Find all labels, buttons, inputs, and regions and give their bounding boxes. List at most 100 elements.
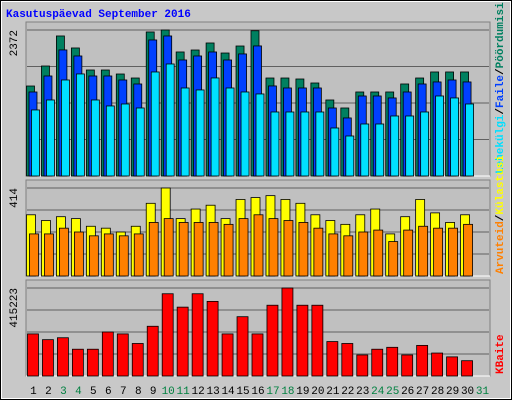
x-tick-label: 16 [251,386,264,398]
x-tick-label: 2 [45,386,52,398]
bar [251,333,264,377]
bar [373,229,384,277]
x-tick-label: 10 [162,386,175,398]
x-tick-label: 17 [266,386,279,398]
bar [268,218,279,277]
bar [341,343,354,377]
legend-separator: / [495,68,507,75]
bar [161,293,174,377]
x-tick-label: 8 [135,386,142,398]
x-tick-label: 19 [296,386,309,398]
x-tick-label: 7 [120,386,127,398]
bar [388,241,399,277]
legend-separator: / [495,214,507,221]
legend: KBaite [495,334,507,374]
legend-entry: KBaite [495,334,507,374]
x-tick-label: 30 [461,386,474,398]
bar [193,222,204,277]
x-tick-label: 31 [476,386,490,398]
bar [61,79,70,177]
bar [281,287,294,377]
bar [416,344,429,377]
x-tick-label: 5 [90,386,97,398]
y-tick-label: 415223 [9,288,21,328]
bar [176,306,189,377]
bar [296,304,309,377]
bar [390,115,400,177]
legend-entry: Külastusi [495,155,507,215]
bar [191,293,204,377]
bar [403,229,414,277]
x-tick-label: 14 [221,386,235,398]
bar [311,304,324,377]
bar [57,337,69,377]
bar [208,222,219,277]
bar [71,348,84,377]
bar [116,333,129,377]
bar [386,346,399,377]
bar [266,304,279,377]
bar [150,71,160,177]
bar [165,63,175,177]
x-tick-label: 22 [341,386,354,398]
bar [90,99,100,177]
bar [59,227,69,277]
bar [236,316,249,377]
bar [420,111,430,177]
bar [448,227,458,277]
bar [225,87,235,177]
bar [300,111,310,177]
bar [75,73,85,177]
bar [463,223,473,277]
bar [221,333,234,377]
bar [27,333,39,377]
bar [120,103,130,177]
bar [255,93,265,177]
bar [148,222,159,277]
legend-separator: / [495,108,507,115]
bar [178,222,189,277]
bar [435,95,445,177]
bar [315,111,325,177]
bar [29,233,39,277]
x-tick-label: 1 [30,386,37,398]
bar [461,360,473,377]
bar [431,352,444,377]
bar [44,233,54,277]
bar [133,233,144,277]
x-tick-label: 9 [150,386,157,398]
bar [283,220,294,277]
bar [446,356,458,377]
legend-entry: Lehekülgi [495,114,507,174]
bar [371,348,384,377]
bar [206,300,219,377]
legend: Arvuteid/Külastusi [495,155,507,274]
bar [135,107,145,177]
y-tick-label: 2372 [9,30,21,56]
x-tick-label: 23 [356,386,369,398]
bar [465,103,474,177]
bar [163,218,174,277]
bar [270,111,280,177]
bar [86,348,99,377]
bar [73,231,84,277]
bar [360,123,370,177]
bar [285,111,295,177]
legend-entry: Faile [495,75,507,108]
bar [146,325,159,377]
bar [101,331,114,377]
bar [105,105,115,177]
x-tick-label: 21 [326,386,340,398]
x-tick-label: 13 [206,386,219,398]
bar [195,89,205,177]
bar [118,235,129,277]
bar [326,341,339,377]
x-tick-label: 26 [401,386,414,398]
legend: Lehekülgi/Faile/Pöördumisi [495,2,507,174]
x-tick-label: 24 [371,386,385,398]
bar [433,227,444,277]
y-tick-label: 414 [9,188,21,208]
bar [450,97,459,177]
